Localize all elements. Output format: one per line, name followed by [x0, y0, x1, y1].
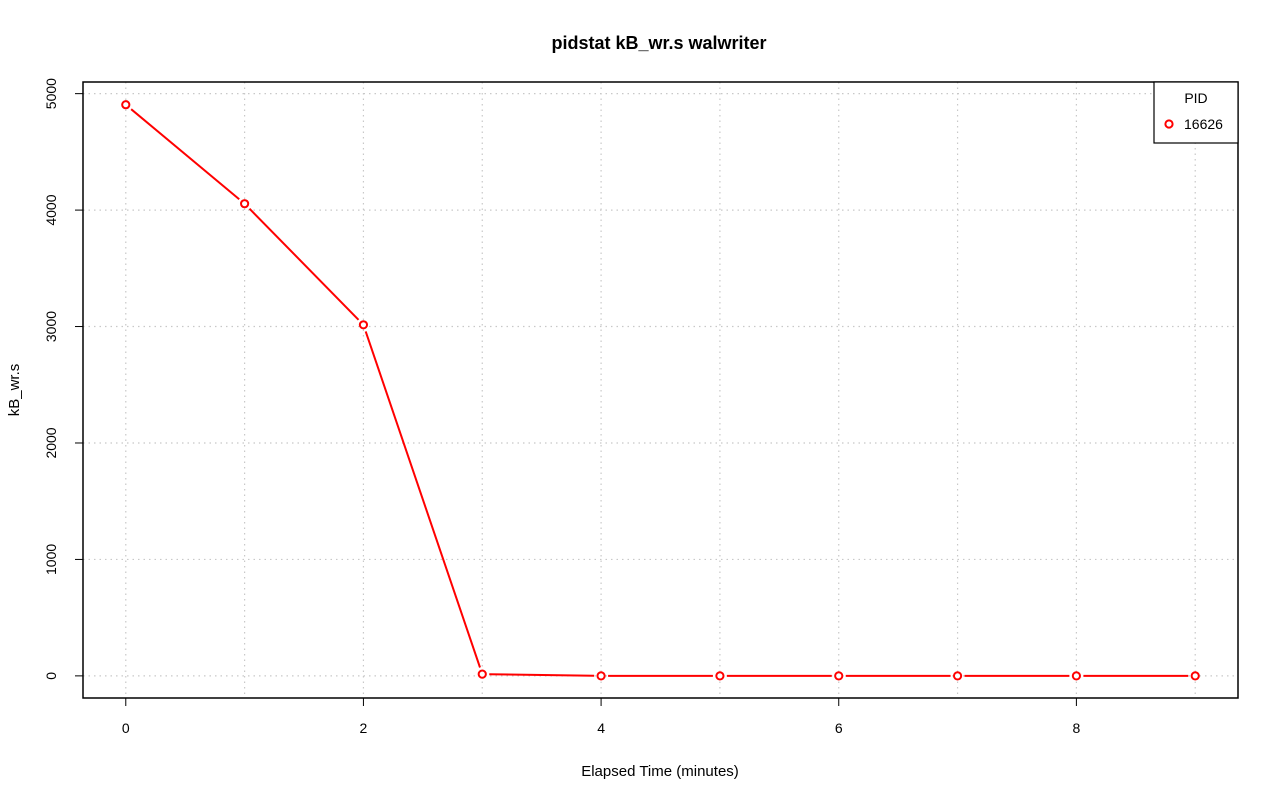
chart-title: pidstat kB_wr.s walwriter	[551, 33, 766, 53]
x-tick-label: 0	[122, 720, 130, 736]
legend-box	[1153, 81, 1239, 144]
legend-title: PID	[1184, 90, 1207, 106]
y-tick-label: 0	[43, 672, 59, 680]
series-segment	[364, 331, 481, 668]
data-point	[715, 671, 725, 681]
data-point	[358, 320, 369, 330]
y-axis-label: kB_wr.s	[6, 364, 23, 417]
data-point	[952, 671, 963, 681]
legend-entry-label: 16626	[1184, 116, 1223, 132]
y-tick-label: 5000	[43, 78, 59, 109]
data-point	[477, 669, 487, 679]
data-point	[596, 671, 606, 681]
x-tick-label: 2	[360, 720, 368, 736]
legend-marker	[1164, 119, 1174, 129]
x-axis-label: Elapsed Time (minutes)	[581, 763, 739, 780]
data-point	[1190, 671, 1200, 681]
x-tick-label: 4	[597, 720, 605, 736]
y-tick-label: 4000	[43, 194, 59, 225]
x-tick-label: 8	[1072, 720, 1080, 736]
data-point	[240, 199, 250, 209]
data-point	[834, 671, 844, 681]
x-tick-label: 6	[835, 720, 843, 736]
series-segment	[489, 673, 595, 677]
y-tick-label: 3000	[43, 311, 59, 342]
series-layer	[121, 100, 1200, 681]
y-axis: 0 1000 2000 3000 4000 5000	[43, 78, 84, 680]
x-axis: 0 2 4 6 8	[122, 697, 1080, 736]
series-segment	[130, 108, 240, 200]
data-point	[121, 100, 131, 110]
data-point	[1071, 671, 1081, 681]
y-tick-label: 1000	[43, 544, 59, 575]
series-segment	[248, 207, 360, 321]
y-tick-label: 2000	[43, 427, 59, 458]
grid	[83, 82, 1238, 698]
legend: PID 16626	[1153, 81, 1239, 144]
plot-area	[82, 81, 1239, 699]
